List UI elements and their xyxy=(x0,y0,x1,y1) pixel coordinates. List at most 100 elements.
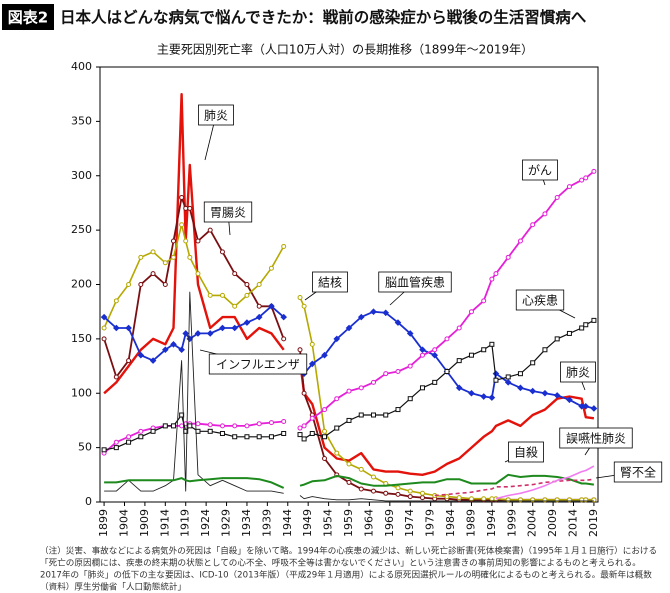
point xyxy=(444,494,450,500)
point xyxy=(542,211,548,217)
point xyxy=(101,325,107,331)
point xyxy=(126,434,132,440)
point xyxy=(468,352,474,358)
point xyxy=(489,496,495,502)
point xyxy=(566,330,572,336)
point xyxy=(468,496,474,502)
point xyxy=(232,303,238,309)
point xyxy=(244,423,250,429)
x-tick-label: 1949 xyxy=(301,509,314,537)
point xyxy=(255,313,263,321)
point xyxy=(419,490,425,496)
series-label: インフルエンザ xyxy=(216,358,300,372)
x-tick-label: 1979 xyxy=(424,509,437,537)
point xyxy=(395,485,401,491)
point xyxy=(219,430,225,436)
point xyxy=(256,421,262,427)
series-label: 肺炎 xyxy=(566,366,590,380)
point xyxy=(566,184,572,190)
point xyxy=(333,335,341,343)
point xyxy=(232,434,238,440)
point xyxy=(542,347,548,353)
x-tick-label: 1964 xyxy=(362,509,375,537)
point xyxy=(195,238,201,244)
point xyxy=(370,412,376,418)
point xyxy=(431,351,439,359)
point xyxy=(370,379,376,385)
point xyxy=(554,336,560,342)
point xyxy=(358,412,364,418)
point xyxy=(113,374,119,380)
point xyxy=(231,324,239,332)
point xyxy=(481,347,487,353)
point xyxy=(579,325,585,331)
y-tick-label: 350 xyxy=(71,114,92,127)
series-label: 腎不全 xyxy=(620,465,656,480)
point xyxy=(346,417,352,423)
x-tick-label: 1929 xyxy=(220,509,233,537)
point xyxy=(195,421,201,427)
x-tick-label: 2019 xyxy=(587,509,600,537)
point xyxy=(444,369,450,374)
point xyxy=(419,346,426,354)
x-tick-label: 2004 xyxy=(526,509,539,537)
point xyxy=(346,388,352,394)
point xyxy=(334,450,340,456)
series-label: 自殺 xyxy=(514,446,538,460)
point xyxy=(407,396,413,402)
point xyxy=(281,336,287,342)
point xyxy=(149,357,157,364)
point xyxy=(207,422,213,428)
series-label: 誤嚥性肺炎 xyxy=(566,431,626,446)
point xyxy=(505,254,511,260)
point xyxy=(281,430,287,436)
point xyxy=(281,243,287,249)
point xyxy=(322,456,328,461)
point xyxy=(297,432,303,438)
point xyxy=(309,430,315,436)
point xyxy=(530,360,536,366)
point xyxy=(553,392,561,399)
point xyxy=(244,282,250,287)
label-box xyxy=(560,361,596,383)
point xyxy=(322,428,328,434)
point xyxy=(383,371,389,377)
point xyxy=(219,324,226,332)
point xyxy=(187,205,193,211)
point xyxy=(187,254,193,260)
point xyxy=(219,249,225,255)
label-box xyxy=(508,441,544,463)
point xyxy=(383,412,389,418)
point xyxy=(468,309,474,315)
point xyxy=(591,317,597,323)
point xyxy=(162,282,168,287)
point xyxy=(138,428,144,434)
point xyxy=(382,309,390,317)
point xyxy=(195,271,201,277)
x-tick-label: 1974 xyxy=(403,509,416,537)
point xyxy=(456,495,462,501)
point xyxy=(455,384,463,392)
point xyxy=(334,396,340,402)
point xyxy=(113,439,119,445)
point xyxy=(126,282,132,287)
series-line xyxy=(104,291,594,502)
point xyxy=(182,330,190,337)
badge-box xyxy=(2,4,54,30)
point xyxy=(407,363,413,369)
point xyxy=(301,436,307,442)
label-box xyxy=(203,201,253,223)
point xyxy=(162,423,168,429)
note: 「死亡の原因欄には、疾患の終末期の状態としての心不全、呼吸不全等は書かないでくだ… xyxy=(40,557,641,569)
point xyxy=(517,384,524,392)
point xyxy=(207,227,213,233)
point xyxy=(456,325,462,331)
point xyxy=(256,434,262,440)
x-tick-label: 1904 xyxy=(117,509,130,537)
point xyxy=(308,360,316,368)
series-label: がん xyxy=(528,163,552,178)
point xyxy=(297,425,303,431)
point xyxy=(138,254,144,260)
x-tick-label: 1959 xyxy=(342,509,355,537)
point xyxy=(179,195,185,200)
